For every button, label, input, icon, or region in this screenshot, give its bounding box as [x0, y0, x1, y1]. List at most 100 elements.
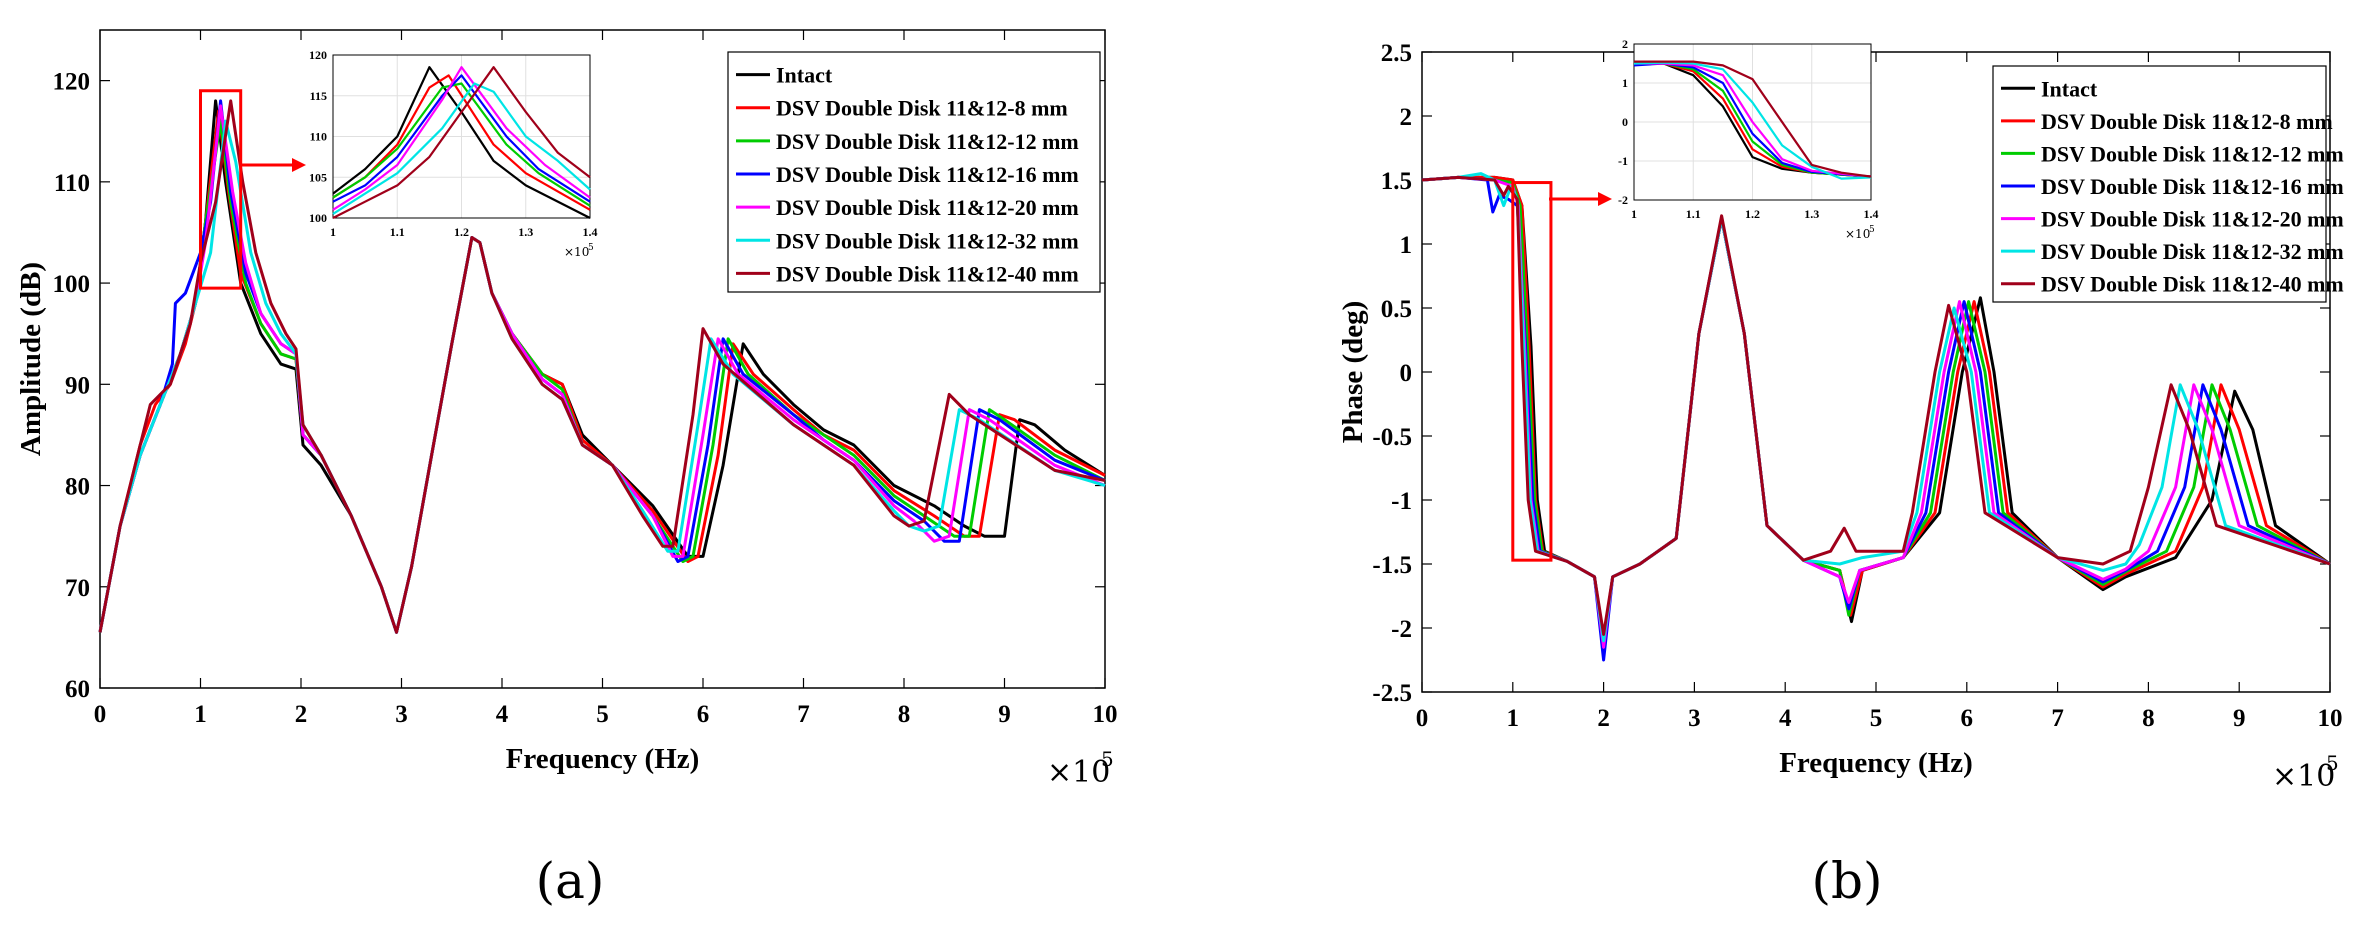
legend: Intact DSV Double Disk 11&12-8 mm DSV Doub… — [727, 51, 1101, 293]
x-tick-label: 10 — [2318, 705, 2343, 732]
inset-y-tick-label: 2 — [1622, 37, 1628, 51]
x-tick-label: 8 — [2142, 705, 2155, 732]
inset-x-tick-label: 1.4 — [583, 225, 598, 239]
y-tick-label: -2.5 — [1372, 680, 1412, 707]
legend-entry: DSV Double Disk 11&12-32 mm — [776, 228, 1079, 253]
inset-frame — [332, 54, 591, 219]
inset-series-line — [332, 66, 591, 219]
legend-entry: DSV Double Disk 11&12-40 mm — [2041, 272, 2344, 297]
legend: Intact DSV Double Disk 11&12-8 mm DSV Doub… — [1992, 65, 2344, 303]
inset-x-tick-label: 1.1 — [390, 225, 405, 239]
inset-y-tick-label: -1 — [1618, 154, 1628, 168]
x-tick-label: 5 — [596, 701, 609, 728]
x-tick-label: 0 — [94, 701, 107, 728]
x-tick-label: 7 — [797, 701, 810, 728]
legend-entry: DSV Double Disk 11&12-16 mm — [2041, 174, 2344, 199]
y-tick-label: 60 — [65, 676, 90, 703]
inset-y-tick-label: -2 — [1618, 193, 1628, 207]
y-tick-label: 0.5 — [1381, 296, 1412, 323]
x-tick-label: 1 — [194, 701, 207, 728]
y-tick-label: 80 — [65, 474, 90, 501]
series-line — [1421, 175, 2331, 636]
inset-x-multiplier-label: ×10 — [564, 245, 589, 259]
zoom-highlight-box — [199, 89, 243, 290]
y-tick-label: -1.5 — [1372, 552, 1412, 579]
inset-series-line — [332, 66, 591, 211]
x-multiplier-exponent: 5 — [1101, 747, 1114, 771]
inset-y-tick-label: 105 — [309, 170, 327, 184]
y-tick-label: -2 — [1391, 616, 1412, 643]
inset-y-tick-label: 120 — [309, 48, 327, 62]
y-tick-label: 1.5 — [1381, 168, 1412, 195]
y-tick-label: 120 — [53, 69, 91, 96]
inset-frame — [1633, 43, 1872, 201]
inset-y-tick-label: 115 — [310, 89, 327, 103]
y-tick-label: 70 — [65, 575, 90, 602]
x-axis-label: Frequency (Hz) — [506, 743, 700, 775]
y-tick-label: -0.5 — [1372, 424, 1412, 451]
legend-entry: DSV Double Disk 11&12-20 mm — [776, 195, 1079, 220]
y-axis-label: Amplitude (dB) — [15, 262, 47, 456]
x-tick-label: 1 — [1507, 705, 1520, 732]
y-axis-label: Phase (deg) — [1337, 301, 1369, 444]
y-tick-label: 1 — [1400, 232, 1413, 259]
inset-x-multiplier-exponent: 5 — [588, 243, 594, 253]
legend-entry: DSV Double Disk 11&12-20 mm — [2041, 207, 2344, 232]
inset-y-tick-label: 0 — [1622, 115, 1628, 129]
x-multiplier-label: ×10 — [2272, 759, 2335, 794]
inset-y-tick-label: 1 — [1622, 76, 1628, 90]
inset-series-line — [1634, 60, 1872, 178]
inset-x-tick-label: 1.3 — [1804, 207, 1819, 221]
inset-x-multiplier-exponent: 5 — [1869, 225, 1875, 235]
panel-a-label: (a) — [536, 852, 605, 910]
x-tick-label: 3 — [395, 701, 408, 728]
x-tick-label: 10 — [1093, 701, 1118, 728]
x-multiplier-exponent: 5 — [2326, 751, 2339, 775]
inset-x-tick-label: 1.4 — [1864, 207, 1879, 221]
inset-chart: 1 1.1 1.2 1.3 1.4 100 105 110 115 120 ×105 — [309, 48, 598, 259]
y-tick-label: 2.5 — [1381, 40, 1412, 67]
x-tick-label: 6 — [697, 701, 710, 728]
x-tick-label: 2 — [295, 701, 308, 728]
inset-y-tick-label: 110 — [310, 130, 327, 144]
inset-series-line — [1633, 61, 1872, 180]
x-tick-label: 6 — [1961, 705, 1974, 732]
x-tick-label: 4 — [496, 701, 509, 728]
x-axis-label: Frequency (Hz) — [1779, 747, 1973, 779]
y-tick-label: 100 — [53, 271, 91, 298]
panel-b-label: (b) — [1811, 852, 1882, 910]
legend-entry: DSV Double Disk 11&12-8 mm — [776, 96, 1068, 121]
zoom-arrow-head — [1598, 192, 1612, 206]
inset-x-tick-label: 1 — [330, 225, 336, 239]
inset-x-tick-label: 1 — [1631, 207, 1637, 221]
y-tick-label: -1 — [1391, 488, 1412, 515]
legend-box — [727, 51, 1101, 293]
legend-entry: DSV Double Disk 11&12-12 mm — [776, 129, 1079, 154]
legend-entry: DSV Double Disk 11&12-32 mm — [2041, 239, 2344, 264]
inset-x-tick-label: 1.3 — [518, 225, 533, 239]
inset-x-tick-label: 1.1 — [1686, 207, 1701, 221]
x-tick-label: 9 — [2233, 705, 2246, 732]
x-multiplier-label: ×10 — [1047, 755, 1110, 790]
legend-entry: DSV Double Disk 11&12-16 mm — [776, 162, 1079, 187]
x-tick-label: 2 — [1597, 705, 1610, 732]
y-tick-label: 110 — [54, 170, 90, 197]
inset-x-tick-label: 1.2 — [454, 225, 469, 239]
x-tick-label: 8 — [898, 701, 911, 728]
x-tick-label: 7 — [2051, 705, 2064, 732]
legend-entry: DSV Double Disk 11&12-8 mm — [2041, 109, 2333, 134]
inset-x-tick-label: 1.2 — [1745, 207, 1760, 221]
panel-a-chart: 0 1 2 3 4 5 6 7 8 9 10 60 70 80 90 100 110 120 Frequency (… — [15, 29, 1118, 790]
zoom-highlight-box — [1511, 181, 1553, 562]
legend-entry: DSV Double Disk 11&12-12 mm — [2041, 141, 2344, 166]
x-tick-label: 3 — [1688, 705, 1701, 732]
inset-chart: 1 1.1 1.2 1.3 1.4 -2 -1 0 1 2 ×105 — [1618, 37, 1879, 241]
legend-box — [1992, 65, 2327, 303]
series-line — [98, 99, 1106, 634]
x-tick-label: 0 — [1416, 705, 1429, 732]
y-tick-label: 2 — [1400, 104, 1413, 131]
inset-series-line — [332, 66, 591, 219]
panel-b-chart: 0 1 2 3 4 5 6 7 8 9 10-2.5-2-1.5-1-0.500.511.522.5… — [1337, 37, 2344, 794]
inset-x-multiplier-label: ×10 — [1845, 227, 1870, 241]
